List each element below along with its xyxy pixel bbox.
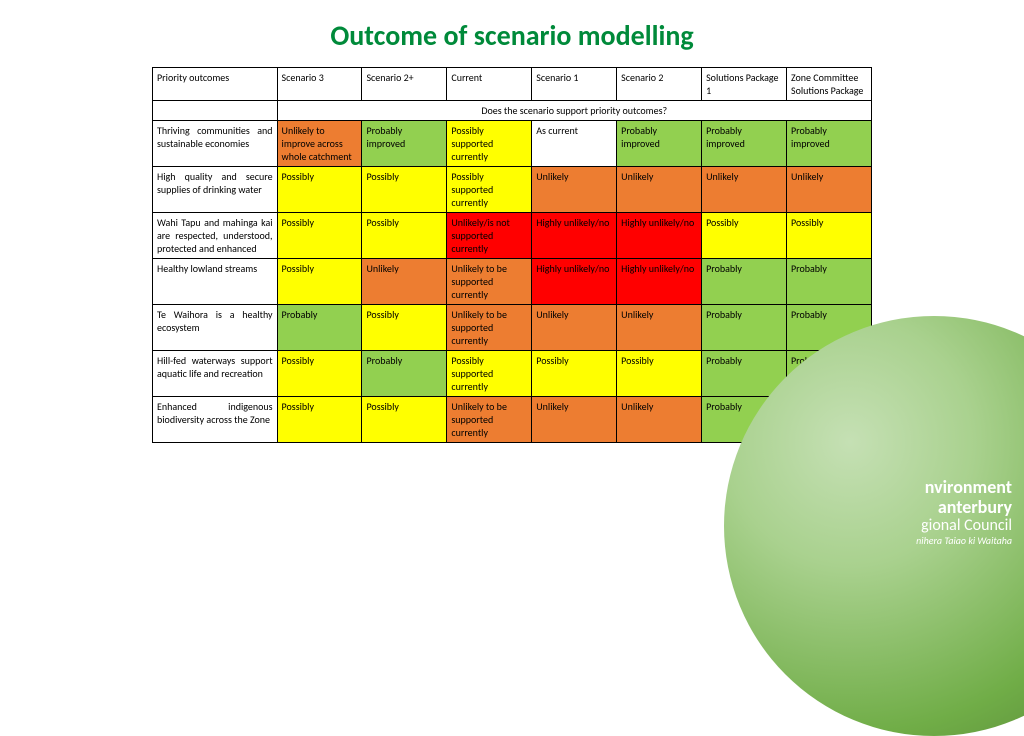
data-cell: Possibly xyxy=(702,213,787,259)
data-cell: Probably improved xyxy=(362,121,447,167)
banner-text: Does the scenario support priority outco… xyxy=(277,101,871,121)
data-cell: Possibly supported currently xyxy=(447,351,532,397)
data-cell: Possibly supported currently xyxy=(447,167,532,213)
data-cell: Probably improved xyxy=(702,121,787,167)
data-cell: Unlikely to improve across whole catchme… xyxy=(277,121,362,167)
data-cell: Possibly xyxy=(362,305,447,351)
row-label: Te Waihora is a healthy ecosystem xyxy=(153,305,278,351)
data-cell: Unlikely xyxy=(532,397,617,443)
table-row: Thriving communities and sustainable eco… xyxy=(153,121,872,167)
col-s1: Scenario 1 xyxy=(532,68,617,101)
data-cell: Unlikely xyxy=(617,397,702,443)
row-label: Healthy lowland streams xyxy=(153,259,278,305)
table-row: Hill-fed waterways support aquatic life … xyxy=(153,351,872,397)
row-label: Wahi Tapu and mahinga kai are respected,… xyxy=(153,213,278,259)
data-cell: As current xyxy=(532,121,617,167)
col-s2: Scenario 2 xyxy=(617,68,702,101)
table-container: Priority outcomes Scenario 3 Scenario 2+… xyxy=(152,67,872,443)
banner-spacer xyxy=(153,101,278,121)
data-cell: Possibly xyxy=(362,397,447,443)
col-s3: Scenario 3 xyxy=(277,68,362,101)
data-cell: Possibly xyxy=(362,167,447,213)
data-cell: Unlikely xyxy=(617,305,702,351)
row-label: High quality and secure supplies of drin… xyxy=(153,167,278,213)
data-cell: Highly unlikely/no xyxy=(617,213,702,259)
logo-line1: nvironment xyxy=(916,478,1012,498)
data-cell: Possibly supported currently xyxy=(447,121,532,167)
data-cell: Unlikely to be supported currently xyxy=(447,397,532,443)
data-cell: Unlikely xyxy=(362,259,447,305)
row-label: Hill-fed waterways support aquatic life … xyxy=(153,351,278,397)
data-cell: Highly unlikely/no xyxy=(532,259,617,305)
logo-block: nvironment anterbury gional Council nihe… xyxy=(916,478,1012,546)
row-label: Enhanced indigenous biodiversity across … xyxy=(153,397,278,443)
header-row: Priority outcomes Scenario 3 Scenario 2+… xyxy=(153,68,872,101)
col-current: Current xyxy=(447,68,532,101)
col-priority: Priority outcomes xyxy=(153,68,278,101)
data-cell: Unlikely xyxy=(786,167,871,213)
data-cell: Possibly xyxy=(277,213,362,259)
table-row: Te Waihora is a healthy ecosystemProbabl… xyxy=(153,305,872,351)
data-cell: Possibly xyxy=(532,351,617,397)
data-cell: Unlikely xyxy=(532,305,617,351)
logo-line3: gional Council xyxy=(916,517,1012,535)
banner-row: Does the scenario support priority outco… xyxy=(153,101,872,121)
data-cell: Probably xyxy=(786,259,871,305)
data-cell: Possibly xyxy=(277,397,362,443)
row-label: Thriving communities and sustainable eco… xyxy=(153,121,278,167)
logo-line2: anterbury xyxy=(916,498,1012,518)
col-zcsp: Zone Committee Solutions Package xyxy=(786,68,871,101)
data-cell: Highly unlikely/no xyxy=(617,259,702,305)
data-cell: Probably improved xyxy=(786,121,871,167)
table-body: Thriving communities and sustainable eco… xyxy=(153,121,872,443)
table-row: Healthy lowland streamsPossiblyUnlikelyU… xyxy=(153,259,872,305)
col-s2p: Scenario 2+ xyxy=(362,68,447,101)
data-cell: Unlikely/is not supported currently xyxy=(447,213,532,259)
data-cell: Possibly xyxy=(786,213,871,259)
data-cell: Probably improved xyxy=(617,121,702,167)
table-row: High quality and secure supplies of drin… xyxy=(153,167,872,213)
col-sp1: Solutions Package 1 xyxy=(702,68,787,101)
data-cell: Probably xyxy=(362,351,447,397)
data-cell: Probably xyxy=(277,305,362,351)
data-cell: Possibly xyxy=(617,351,702,397)
data-cell: Possibly xyxy=(277,351,362,397)
data-cell: Possibly xyxy=(277,259,362,305)
data-cell: Probably xyxy=(702,259,787,305)
data-cell: Highly unlikely/no xyxy=(532,213,617,259)
page-title: Outcome of scenario modelling xyxy=(0,0,1024,67)
data-cell: Probably xyxy=(702,305,787,351)
outcome-table: Priority outcomes Scenario 3 Scenario 2+… xyxy=(152,67,872,443)
data-cell: Possibly xyxy=(362,213,447,259)
data-cell: Unlikely xyxy=(702,167,787,213)
table-row: Wahi Tapu and mahinga kai are respected,… xyxy=(153,213,872,259)
data-cell: Unlikely xyxy=(617,167,702,213)
data-cell: Possibly xyxy=(277,167,362,213)
logo-line4: nihera Taiao ki Waitaha xyxy=(916,535,1012,546)
data-cell: Unlikely to be supported currently xyxy=(447,259,532,305)
data-cell: Unlikely xyxy=(532,167,617,213)
data-cell: Unlikely to be supported currently xyxy=(447,305,532,351)
